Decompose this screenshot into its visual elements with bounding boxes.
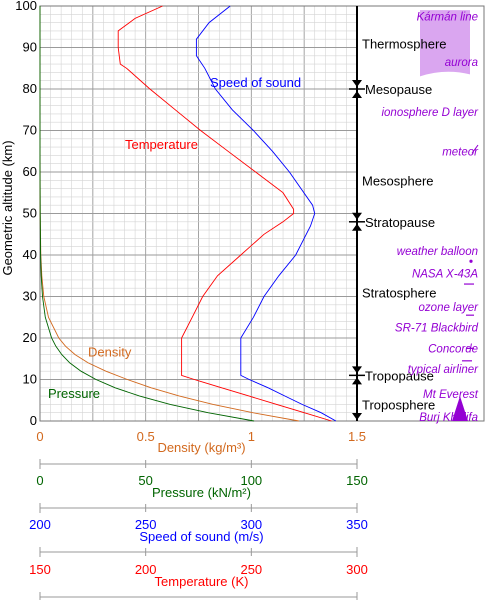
- balloon-icon: [469, 259, 473, 263]
- series-line-pressure: [39, 6, 255, 422]
- boundary-arrow-up: [352, 91, 362, 98]
- series-lines: Speed of sound Temperature Density Pressure: [39, 5, 337, 422]
- x-axis-label-speed: Speed of sound (m/s): [139, 529, 263, 544]
- y-tick-label: 100: [15, 0, 37, 13]
- y-tick-label: 30: [23, 289, 37, 304]
- boundary-label: Mesopause: [365, 82, 432, 97]
- meteor-icon: [471, 144, 479, 154]
- x-tick-label-density: 1: [248, 429, 255, 444]
- boundary-label: Tropopause: [365, 368, 434, 383]
- x-tick-label-density: 0.5: [137, 429, 155, 444]
- y-tick-label: 90: [23, 40, 37, 55]
- event-label: NASA X-43A: [412, 269, 478, 281]
- x-tick-label-speed: 250: [135, 517, 157, 532]
- x-tick-label-speed: 350: [346, 517, 368, 532]
- event-label: Burj Khalifa: [419, 412, 478, 424]
- event-label: typical airliner: [408, 364, 479, 376]
- event-label: Mt Everest: [423, 389, 479, 401]
- x-axes: 0 0.5 1 1.5 Density (kg/m³) 0 50 100 150 Pressure…: [29, 429, 368, 600]
- x-tick-label-temperature: 200: [135, 562, 157, 577]
- x-tick-label-pressure: 50: [138, 473, 152, 488]
- x-tick-label-density: 0: [36, 429, 43, 444]
- x-tick-label-pressure: 150: [346, 473, 368, 488]
- series-label-speed: Speed of sound: [210, 75, 301, 90]
- boundary-arrow-up: [352, 223, 362, 231]
- burj-khalifa-icon: [455, 411, 459, 421]
- event-label: SR-71 Blackbird: [395, 323, 479, 335]
- x-tick-label-pressure: 0: [36, 473, 43, 488]
- aurora-curtain: [420, 10, 470, 77]
- y-tick-label: 50: [23, 206, 37, 221]
- y-axis-label: Geometric altitude (km): [0, 140, 15, 275]
- y-axis: 0 10 20 30 40 50 60 70 80 90 100: [15, 0, 37, 428]
- series-label-pressure: Pressure: [48, 386, 100, 401]
- y-tick-label: 0: [30, 413, 37, 428]
- y-tick-label: 20: [23, 330, 37, 345]
- boundary-arrow-down: [352, 80, 362, 87]
- event-label: Kármán line: [417, 11, 478, 23]
- event-label: meteor: [442, 146, 479, 158]
- layer-label: Thermosphere: [362, 36, 447, 51]
- boundary-label: Stratopause: [365, 215, 435, 230]
- grid: [39, 5, 358, 422]
- x-tick-label-temperature: 250: [240, 562, 262, 577]
- layer-label: Troposphere: [362, 397, 435, 412]
- x-tick-label-speed: 300: [240, 517, 262, 532]
- x-tick-label-pressure: 100: [240, 473, 262, 488]
- y-tick-label: 10: [23, 372, 37, 387]
- boundary-arrow-up: [352, 377, 362, 385]
- series-label-temperature: Temperature: [125, 137, 198, 152]
- x-tick-label-speed: 200: [29, 517, 51, 532]
- x-tick-label-temperature: 300: [346, 562, 368, 577]
- y-tick-label: 60: [23, 164, 37, 179]
- boundary-arrow-down: [352, 366, 362, 374]
- y-tick-label: 70: [23, 123, 37, 138]
- y-tick-label: 40: [23, 247, 37, 262]
- x-axis-label-temperature: Temperature (K): [155, 574, 249, 589]
- boundary-arrow-down: [352, 212, 362, 220]
- event-label: aurora: [445, 57, 478, 69]
- x-tick-label-temperature: 150: [29, 562, 51, 577]
- series-label-density: Density: [88, 345, 132, 360]
- x-axis-label-density: Density (kg/m³): [157, 440, 245, 455]
- layer-label: Stratosphere: [362, 285, 436, 300]
- right-panel: Mesopause Stratopause Tropopause Thermosphe…: [349, 6, 479, 424]
- x-tick-label-density: 1.5: [348, 429, 366, 444]
- event-label: Concorde: [428, 343, 478, 355]
- everest-icon: [452, 396, 468, 421]
- event-label: weather balloon: [397, 246, 478, 258]
- layer-label: Mesosphere: [362, 173, 434, 188]
- y-tick-label: 80: [23, 81, 37, 96]
- event-label: ionosphere D layer: [381, 107, 479, 119]
- series-line-temperature: [117, 5, 332, 422]
- axis-arrow-bottom: [352, 413, 362, 420]
- event-label: ozone layer: [419, 302, 480, 314]
- x-axis-label-pressure: Pressure (kN/m²): [152, 485, 251, 500]
- series-line-speed: [195, 5, 337, 422]
